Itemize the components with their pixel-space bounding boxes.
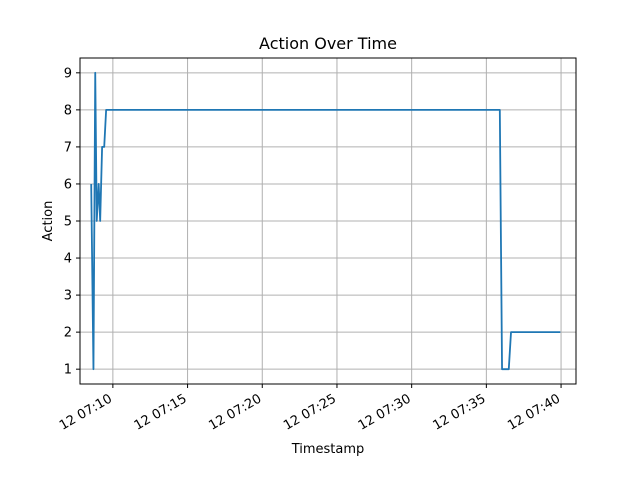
y-tick-label: 3 <box>64 289 72 304</box>
y-tick-label: 1 <box>64 363 72 378</box>
y-tick-label: 7 <box>64 140 72 155</box>
y-tick-label: 6 <box>64 177 72 192</box>
x-tick-label: 12 07:30 <box>356 391 414 433</box>
y-tick-label: 4 <box>64 252 72 267</box>
x-tick-label: 12 07:15 <box>132 391 190 433</box>
x-tick-label: 12 07:40 <box>505 391 563 433</box>
tick-layer: 12 07:10 12 07:15 12 07:20 12 07:25 12 07:30… <box>57 66 563 433</box>
chart-title: Action Over Time <box>259 34 397 53</box>
series-line <box>90 71 561 371</box>
grid-layer <box>80 58 576 384</box>
y-tick-label: 2 <box>64 326 72 341</box>
y-tick-label: 8 <box>64 103 72 118</box>
x-tick-label: 12 07:35 <box>431 391 489 433</box>
x-tick-label: 12 07:20 <box>206 391 264 433</box>
x-tick-label: 12 07:10 <box>57 391 115 433</box>
y-axis-title: Action <box>41 201 56 242</box>
x-axis-title: Timestamp <box>291 442 365 457</box>
y-tick-label: 5 <box>64 215 72 230</box>
x-tick-label: 12 07:25 <box>281 391 339 433</box>
y-tick-label: 9 <box>64 66 72 81</box>
series-layer <box>90 71 561 371</box>
